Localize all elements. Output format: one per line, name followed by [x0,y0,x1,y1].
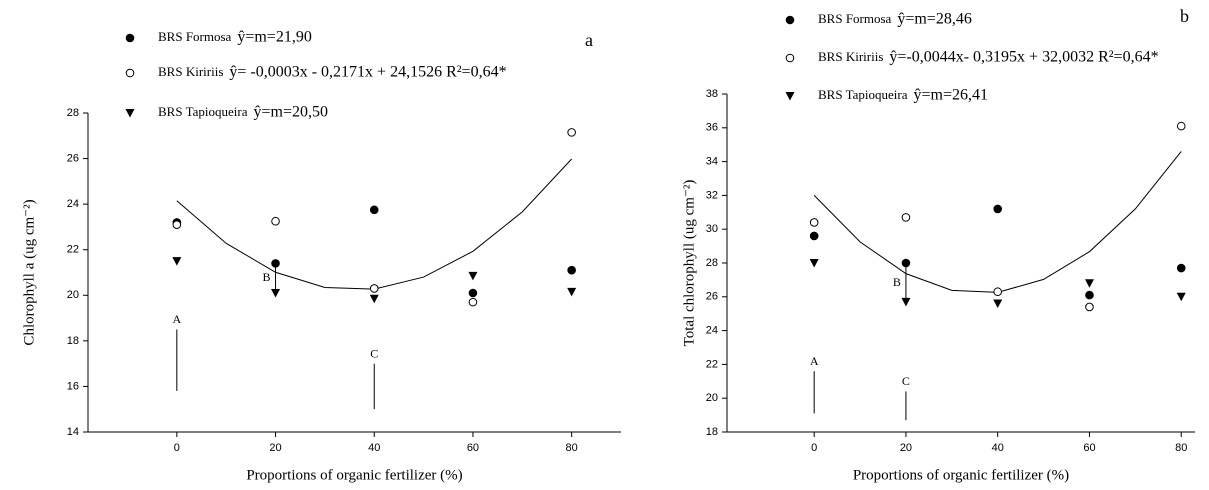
point [901,297,911,307]
y-tick-label: 30 [706,223,718,235]
point [172,257,182,266]
point [809,218,819,227]
point [1084,279,1094,288]
x-tick-label: 0 [811,442,817,454]
x-tick-label: 40 [368,442,380,454]
annotation: A [810,354,819,368]
legend-label: BRS Kiririis [158,64,223,79]
point [271,216,280,226]
x-tick-label: 0 [174,442,180,454]
x-tick-label: 80 [1175,442,1187,454]
x-tick-label: 60 [1083,442,1095,454]
point [993,204,1003,214]
legend-marker [125,68,135,78]
y-tick-label: 14 [67,426,79,438]
legend-marker [125,33,135,43]
y-tick-label: 22 [67,244,79,256]
point [567,265,576,275]
annotation: C [902,374,910,388]
y-axis-title: Chlorophyll a (ug cm⁻²) [21,199,37,345]
point [809,259,819,268]
y-tick-label: 24 [706,325,718,337]
point [468,288,478,298]
annotation: B [263,270,271,284]
legend-equation: ŷ=m=20,50 [253,104,328,121]
point [1085,302,1094,312]
legend-label: BRS Tapioqueira [818,87,908,102]
x-tick-label: 20 [269,442,281,454]
point [1176,292,1186,302]
y-tick-label: 34 [706,156,718,168]
y-tick-label: 32 [706,189,718,201]
legend-label: BRS Kiririis [818,49,883,64]
point [271,259,280,268]
x-tick-label: 80 [566,442,578,454]
point [809,231,819,241]
y-tick-label: 38 [706,88,718,100]
x-tick-label: 40 [992,442,1004,454]
legend-label: BRS Formosa [158,29,232,44]
annotation: C [370,346,378,360]
y-axis-title: Total chlorophyll (ug cm⁻²) [681,180,697,347]
annotation: A [172,312,181,326]
fit-curve [176,158,573,290]
fit-curve [813,151,1182,293]
y-tick-label: 18 [67,335,79,347]
y-tick-label: 20 [706,392,718,404]
point [369,284,379,293]
legend-marker [125,109,135,118]
legend-label: BRS Tapioqueira [158,104,248,119]
point [468,271,478,281]
point [1085,290,1094,300]
x-tick-label: 20 [900,442,912,454]
legend-equation: ŷ=-0,0044x- 0,3195x + 32,0032 R²=0,64* [889,49,1158,66]
point [567,128,576,137]
x-tick-label: 60 [467,442,479,454]
point [993,299,1003,309]
point [901,258,911,268]
point [271,289,281,298]
legend-marker [785,92,795,101]
annotation: B [893,275,901,289]
point [567,287,577,297]
y-tick-label: 16 [67,380,79,392]
panel-label: a [585,30,593,50]
point [1176,121,1186,131]
legend-label: BRS Formosa [818,11,892,26]
legend-marker [785,53,795,63]
x-axis-title: Proportions of organic fertilizer (%) [246,467,462,483]
y-tick-label: 24 [67,198,79,210]
panel-label: b [1180,6,1189,26]
point [369,205,379,215]
y-tick-label: 22 [706,358,718,370]
legend-equation: ŷ=m=21,90 [237,29,312,46]
point [172,220,182,229]
legend-equation: ŷ=m=26,41 [913,87,988,104]
point [369,294,379,304]
y-tick-label: 18 [706,426,718,438]
y-tick-label: 28 [67,107,79,119]
y-tick-label: 36 [706,122,718,134]
legend-marker [785,15,795,25]
y-tick-label: 20 [67,289,79,301]
y-tick-label: 26 [67,152,79,164]
point [901,213,911,222]
x-axis-title: Proportions of organic fertilizer (%) [853,467,1069,483]
legend-equation: ŷ= -0,0003x - 0,2171x + 24,1526 R²=0,64* [229,64,506,81]
point [993,287,1003,297]
y-tick-label: 28 [706,257,718,269]
point [1176,263,1186,273]
point [468,297,478,307]
y-tick-label: 26 [706,291,718,303]
legend-equation: ŷ=m=28,46 [897,11,972,28]
